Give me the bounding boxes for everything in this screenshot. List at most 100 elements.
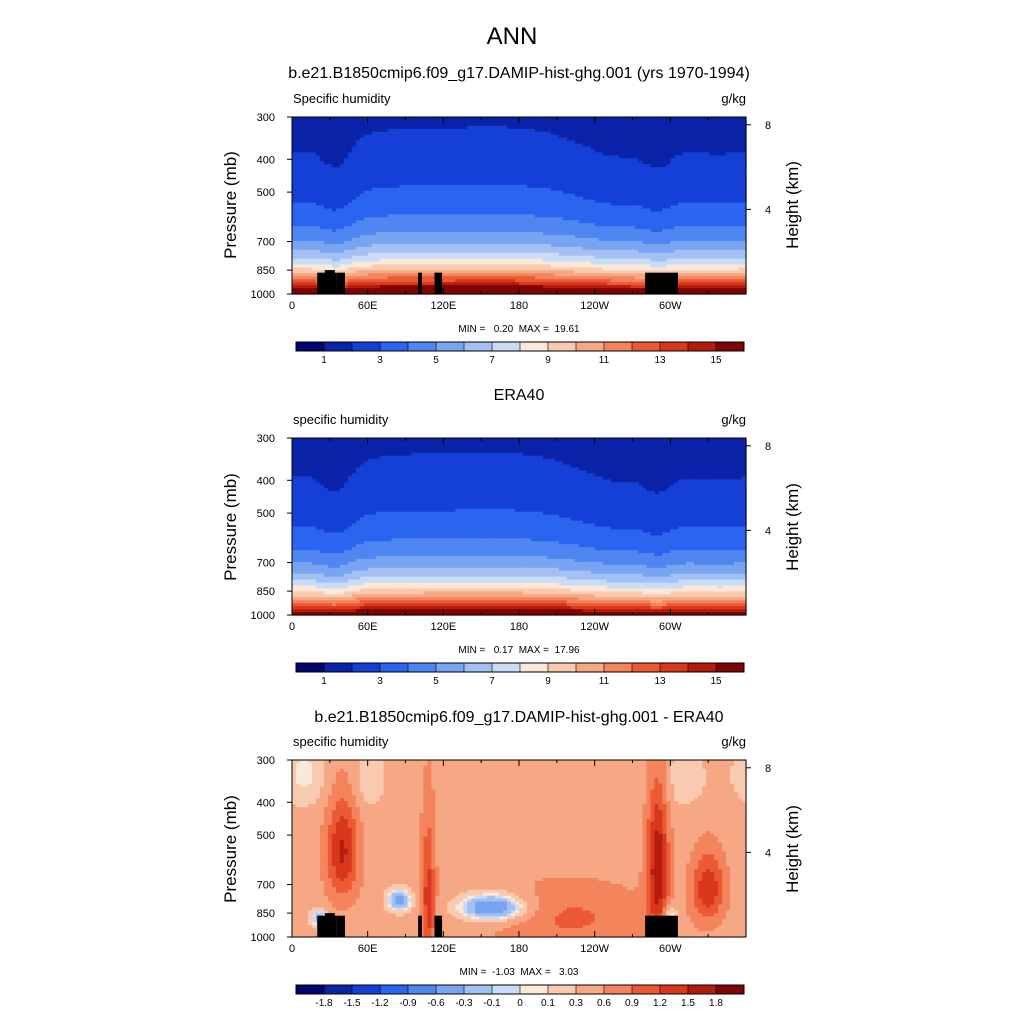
field-cell <box>678 176 683 180</box>
field-cell <box>515 164 520 168</box>
field-cell <box>431 140 436 145</box>
field-cell <box>630 134 636 139</box>
field-cell <box>383 149 389 153</box>
field-cell <box>734 128 739 133</box>
field-cell <box>367 143 373 148</box>
field-cell <box>459 143 464 148</box>
field-cell <box>471 167 476 171</box>
field-cell <box>451 155 456 159</box>
field-cell <box>355 178 361 183</box>
field-cell <box>654 125 659 130</box>
field-cell <box>538 176 544 180</box>
field-cell <box>299 164 305 168</box>
field-cell <box>530 164 536 168</box>
field-cell <box>666 140 671 145</box>
field-cell <box>638 161 644 165</box>
field-cell <box>562 137 568 142</box>
field-cell <box>658 117 663 121</box>
field-cell <box>654 178 659 183</box>
field-cell <box>339 134 345 139</box>
field-cell <box>690 152 695 156</box>
field-cell <box>307 161 313 165</box>
field-cell <box>431 134 436 139</box>
field-cell <box>419 173 425 177</box>
field-cell <box>447 128 452 133</box>
field-cell <box>622 152 628 156</box>
field-cell <box>459 128 464 133</box>
field-cell <box>646 176 652 180</box>
field-cell <box>319 140 325 145</box>
field-cell <box>730 137 735 142</box>
field-cell <box>479 149 484 153</box>
field-cell <box>570 176 576 180</box>
field-cell <box>718 140 723 145</box>
field-cell <box>383 125 389 130</box>
field-cell <box>395 122 401 127</box>
field-cell <box>718 184 723 189</box>
field-cell <box>383 155 389 159</box>
field-cell <box>519 134 524 139</box>
field-cell <box>578 167 584 171</box>
field-cell <box>511 167 516 171</box>
field-cell <box>558 146 564 151</box>
field-cell <box>311 140 317 145</box>
field-cell <box>526 128 532 133</box>
field-cell <box>363 155 369 159</box>
field-cell <box>598 181 604 186</box>
field-cell <box>702 184 707 189</box>
field-cell <box>407 119 413 124</box>
field-cell <box>674 178 679 183</box>
field-cell <box>339 128 345 133</box>
field-cell <box>407 128 413 133</box>
field-cell <box>658 176 663 180</box>
field-cell <box>463 119 468 124</box>
field-cell <box>311 143 317 148</box>
field-cell <box>519 140 524 145</box>
field-cell <box>674 137 679 142</box>
field-cell <box>303 146 309 151</box>
field-cell <box>574 143 580 148</box>
field-cell <box>706 176 711 180</box>
field-cell <box>379 149 385 153</box>
field-cell <box>630 149 636 153</box>
field-cell <box>395 164 401 168</box>
field-cell <box>387 143 393 148</box>
field-cell <box>542 143 548 148</box>
field-cell <box>526 137 532 142</box>
field-cell <box>606 161 612 165</box>
field-cell <box>351 131 357 136</box>
field-cell <box>459 134 464 139</box>
field-cell <box>710 122 715 127</box>
field-cell <box>602 178 608 183</box>
field-cell <box>479 131 484 136</box>
field-cell <box>694 137 699 142</box>
field-cell <box>710 176 715 180</box>
field-cell <box>343 146 349 151</box>
field-cell <box>542 161 548 165</box>
field-cell <box>495 167 500 171</box>
field-cell <box>323 161 329 165</box>
field-cell <box>562 173 568 177</box>
field-cell <box>578 137 584 142</box>
field-cell <box>714 146 719 151</box>
field-cell <box>379 164 385 168</box>
field-cell <box>614 170 620 174</box>
field-cell <box>323 143 329 148</box>
field-cell <box>538 170 544 174</box>
field-cell <box>363 187 369 192</box>
field-cell <box>415 158 421 162</box>
field-cell <box>550 178 556 183</box>
field-cell <box>483 187 488 192</box>
field-cell <box>710 155 715 159</box>
field-cell <box>363 161 369 165</box>
field-cell <box>487 117 492 121</box>
field-cell <box>674 152 679 156</box>
field-cell <box>578 122 584 127</box>
field-cell <box>610 178 616 183</box>
field-cell <box>431 187 436 192</box>
field-cell <box>614 137 620 142</box>
field-cell <box>331 164 337 168</box>
field-cell <box>487 158 492 162</box>
field-cell <box>710 117 715 121</box>
field-cell <box>606 128 612 133</box>
